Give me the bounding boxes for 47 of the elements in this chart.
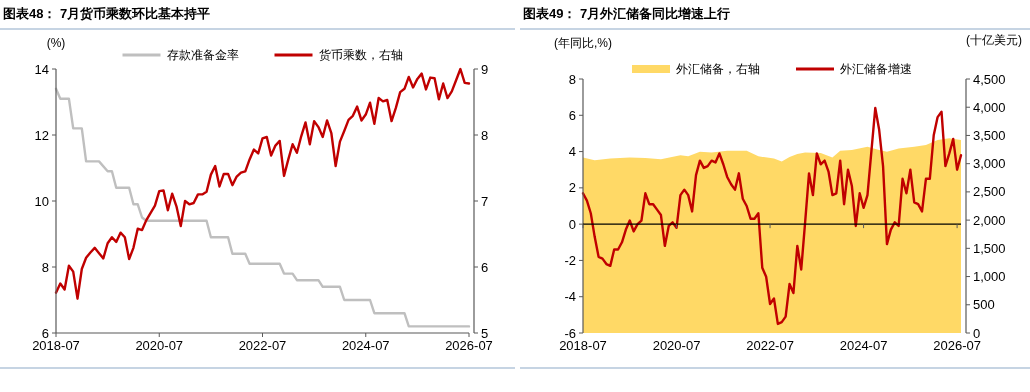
y-axis-title: (年同比,%)	[554, 36, 612, 50]
x-tick-label: 2020-07	[652, 338, 701, 353]
y-tick-label: 10	[34, 193, 49, 209]
y-tick-label: 2	[568, 180, 576, 196]
legend-label: 外汇储备增速	[840, 62, 912, 76]
y2-tick-label: 7	[481, 193, 489, 209]
y2-tick-label: 9	[481, 61, 489, 77]
y2-tick-label: 2,000	[973, 212, 1006, 228]
legend-label: 存款准备金率	[166, 48, 239, 62]
y2-tick-label: 3,500	[973, 127, 1006, 143]
y2-tick-label: 5	[481, 325, 489, 341]
y-tick-label: 4	[568, 144, 576, 160]
x-tick-label: 2018-07	[559, 338, 607, 353]
y2-tick-label: 4,000	[973, 99, 1006, 115]
y2-tick-label: 1,000	[973, 269, 1006, 285]
y-tick-label: 6	[41, 325, 49, 341]
y-tick-label: 8	[568, 71, 576, 87]
title: 图表49： 7月外汇储备同比增速上行	[523, 6, 731, 21]
x-tick-label: 2018-07	[32, 338, 80, 353]
y-axis-title: (%)	[46, 36, 66, 50]
y2-axis-title: (十亿美元)	[966, 33, 1022, 47]
x-tick-label: 2024-07	[341, 338, 390, 353]
x-tick-label: 2026-07	[445, 338, 493, 353]
y-tick-label: -4	[564, 289, 576, 305]
y-tick-label: 8	[41, 259, 49, 275]
y2-tick-label: 0	[973, 325, 981, 341]
y2-tick-label: 6	[481, 259, 489, 275]
x-tick-label: 2022-07	[238, 338, 287, 353]
x-tick-label: 2024-07	[839, 338, 888, 353]
legend-label: 货币乘数，右轴	[318, 48, 403, 62]
x-tick-label: 2020-07	[135, 338, 184, 353]
y2-tick-label: 2,500	[973, 184, 1006, 200]
x-tick-label: 2026-07	[933, 338, 981, 353]
title: 图表48： 7月货币乘数环比基本持平	[3, 6, 211, 21]
y-tick-label: -2	[564, 252, 576, 268]
y-tick-label: 6	[568, 107, 576, 123]
y-tick-label: 14	[34, 61, 49, 77]
y2-tick-label: 500	[973, 297, 995, 313]
y-tick-label: 0	[568, 216, 576, 232]
y2-tick-label: 4,500	[973, 71, 1006, 87]
y2-tick-label: 3,000	[973, 156, 1006, 172]
x-tick-label: 2022-07	[746, 338, 794, 353]
y-tick-label: 12	[34, 127, 49, 143]
y-tick-label: -6	[564, 325, 576, 341]
y2-tick-label: 1,500	[973, 240, 1006, 256]
legend-label: 外汇储备，右轴	[676, 62, 760, 76]
y2-tick-label: 8	[481, 127, 489, 143]
